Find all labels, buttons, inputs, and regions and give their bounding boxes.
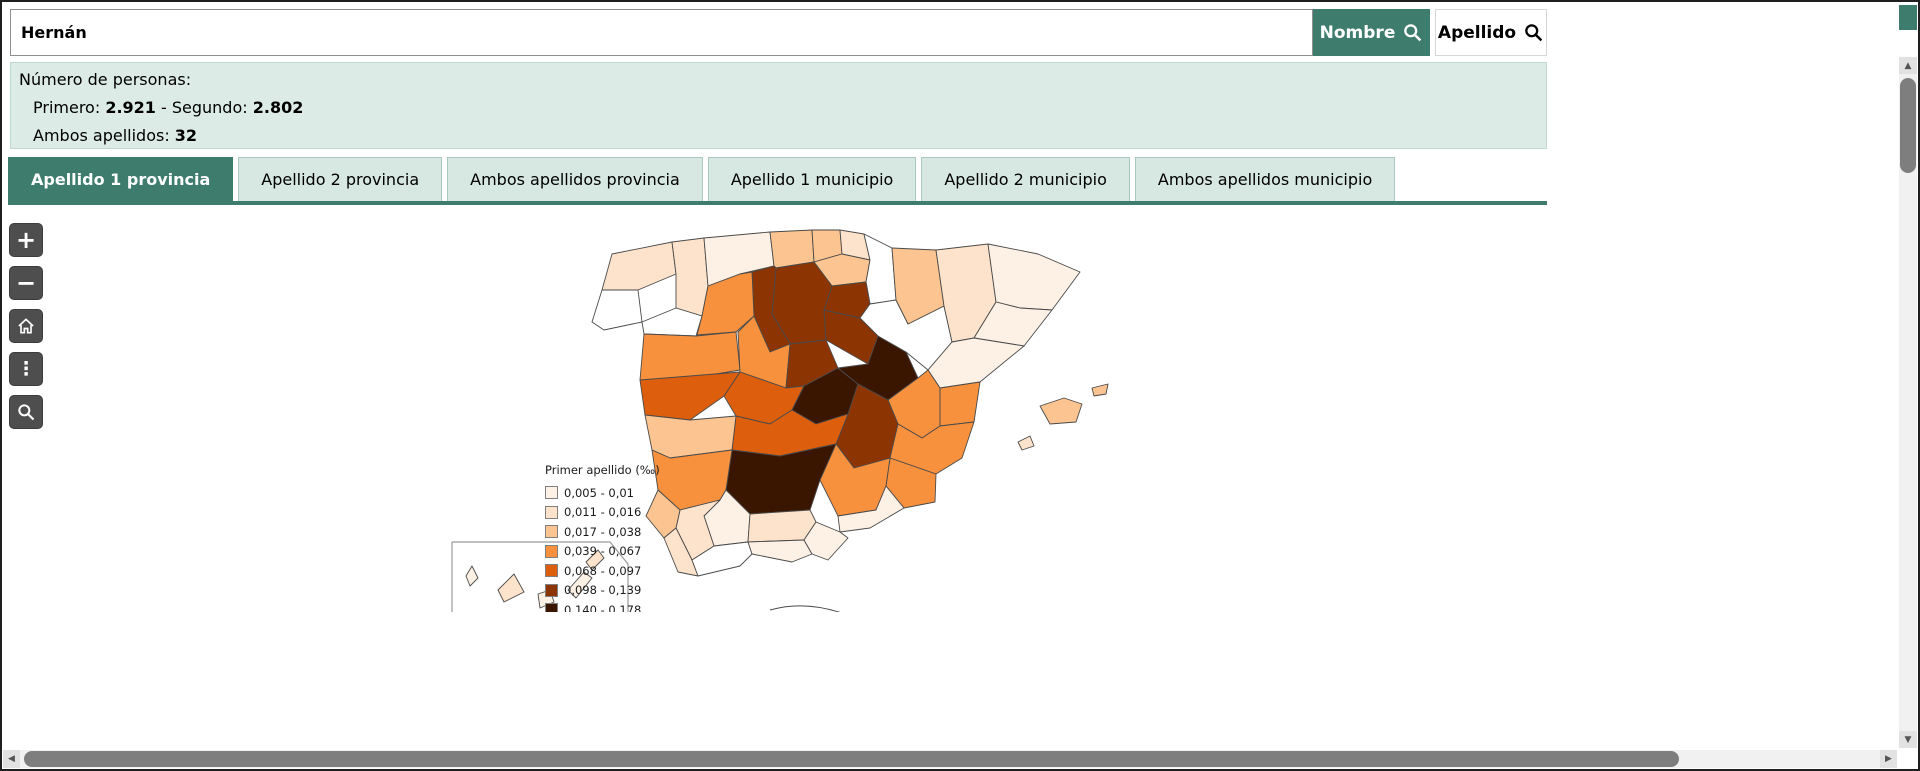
province-asturias[interactable] — [703, 231, 775, 287]
summary-heading: Número de personas: — [19, 70, 192, 89]
page-corner-accent — [1899, 5, 1917, 30]
legend-label: 0,011 - 0,016 — [564, 505, 642, 520]
vertical-scroll-thumb[interactable] — [1900, 78, 1916, 173]
legend-swatch — [545, 505, 558, 519]
search-input[interactable] — [10, 9, 1313, 56]
africa-coastline — [769, 605, 841, 612]
legend-label: 0,039 - 0,067 — [564, 544, 642, 559]
province-castellon[interactable] — [939, 381, 981, 427]
zoom-in-button[interactable]: + — [9, 223, 43, 257]
search-by-surname-button[interactable]: Apellido — [1435, 9, 1547, 56]
island-mallorca[interactable] — [1039, 397, 1083, 425]
island-menorca[interactable] — [1091, 383, 1109, 397]
first-count: 2.921 — [105, 98, 156, 117]
legend-item: 0,068 - 0,097 — [545, 561, 675, 581]
legend-swatch — [545, 486, 558, 500]
zoom-out-button[interactable]: − — [9, 266, 43, 300]
legend-item: 0,017 - 0,038 — [545, 522, 675, 542]
both-label: Ambos apellidos: — [33, 126, 175, 145]
legend-swatch — [545, 544, 558, 558]
search-by-name-button[interactable]: Nombre — [1313, 9, 1430, 56]
tab-ambos-apellidos-provincia[interactable]: Ambos apellidos provincia — [447, 157, 703, 201]
island-fuerteventura[interactable] — [567, 571, 593, 599]
map-legend: Primer apellido (‰) 0,005 - 0,01 0,011 -… — [545, 463, 675, 612]
province-granada[interactable] — [747, 539, 813, 563]
legend-swatch — [545, 583, 558, 597]
legend-item: 0,039 - 0,067 — [545, 542, 675, 562]
scroll-up-arrow-icon[interactable]: ▲ — [1899, 57, 1917, 74]
canary-inset-border — [452, 541, 629, 612]
legend-label: 0,098 - 0,139 — [564, 583, 642, 598]
tab-ambos-apellidos-municipio[interactable]: Ambos apellidos municipio — [1134, 157, 1396, 201]
person-count-panel: Número de personas: Primero: 2.921 - Seg… — [10, 62, 1547, 149]
spain-province-map — [451, 229, 1109, 612]
legend-item: 0,098 - 0,139 — [545, 581, 675, 601]
legend-label: 0,017 - 0,038 — [564, 524, 642, 539]
legend-title: Primer apellido (‰) — [545, 463, 660, 477]
legend-label: 0,005 - 0,01 — [564, 485, 634, 500]
tab-apellido2-municipio[interactable]: Apellido 2 municipio — [921, 157, 1130, 201]
legend-label: 0,068 - 0,097 — [564, 563, 642, 578]
island-lapalma[interactable] — [465, 565, 479, 587]
tab-apellido1-municipio[interactable]: Apellido 1 municipio — [707, 157, 917, 201]
magnifier-icon — [18, 404, 35, 421]
province-barcelona[interactable] — [973, 301, 1053, 347]
summary-first-second: Primero: 2.921 - Segundo: 2.802 — [19, 94, 1546, 122]
province-valencia[interactable] — [889, 421, 975, 475]
map-controls: + − ⋮ — [9, 223, 43, 438]
province-salamanca[interactable] — [639, 371, 741, 421]
province-almeria[interactable] — [803, 521, 849, 561]
search-icon — [1404, 24, 1422, 42]
province-pontevedra[interactable] — [591, 289, 643, 331]
island-lanzarote[interactable] — [585, 549, 605, 571]
home-icon — [18, 318, 34, 334]
tab-apellido2-provincia[interactable]: Apellido 2 provincia — [238, 157, 443, 201]
scroll-left-arrow-icon[interactable]: ◀ — [3, 750, 20, 768]
island-ibiza[interactable] — [1017, 435, 1035, 451]
province-huelva[interactable] — [645, 489, 681, 539]
legend-item: 0,140 - 0,178 — [545, 600, 675, 612]
first-label: Primero: — [33, 98, 106, 117]
search-icon — [1525, 24, 1543, 42]
legend-item: 0,005 - 0,01 — [545, 483, 675, 503]
tabbar-underline — [8, 201, 1547, 205]
legend-swatch — [545, 603, 558, 612]
province-cantabria[interactable] — [769, 229, 815, 269]
province-huesca[interactable] — [891, 247, 945, 325]
island-tenerife[interactable] — [497, 573, 525, 603]
both-count: 32 — [174, 126, 198, 145]
legend-label: 0,140 - 0,178 — [564, 602, 642, 612]
province-girona[interactable] — [987, 243, 1081, 311]
map-search-button[interactable] — [9, 395, 43, 429]
surname-button-label: Apellido — [1437, 22, 1517, 43]
province-acoruna[interactable] — [601, 241, 677, 291]
second-label: - Segundo: — [155, 98, 253, 117]
province-leon[interactable] — [696, 271, 755, 336]
second-count: 2.802 — [252, 98, 304, 117]
province-navarra[interactable] — [863, 233, 897, 305]
menu-button[interactable]: ⋮ — [9, 352, 43, 386]
vertical-scrollbar[interactable]: ▲ ▼ — [1899, 57, 1917, 748]
horizontal-scroll-thumb[interactable] — [24, 751, 1679, 767]
name-button-label: Nombre — [1319, 22, 1396, 43]
scroll-right-arrow-icon[interactable]: ▶ — [1880, 750, 1897, 768]
scroll-down-arrow-icon[interactable]: ▼ — [1899, 731, 1917, 748]
map-tabbar: Apellido 1 provincia Apellido 2 provinci… — [8, 157, 1396, 201]
summary-both: Ambos apellidos: 32 — [19, 122, 1546, 150]
province-lugo[interactable] — [671, 237, 709, 317]
legend-swatch — [545, 564, 558, 578]
legend-item: 0,011 - 0,016 — [545, 503, 675, 523]
tab-apellido1-provincia[interactable]: Apellido 1 provincia — [8, 157, 234, 201]
horizontal-scrollbar[interactable]: ◀ ▶ — [3, 750, 1897, 768]
choropleth-map-area: + − ⋮ — [0, 205, 1893, 612]
home-button[interactable] — [9, 309, 43, 343]
legend-swatch — [545, 525, 558, 539]
